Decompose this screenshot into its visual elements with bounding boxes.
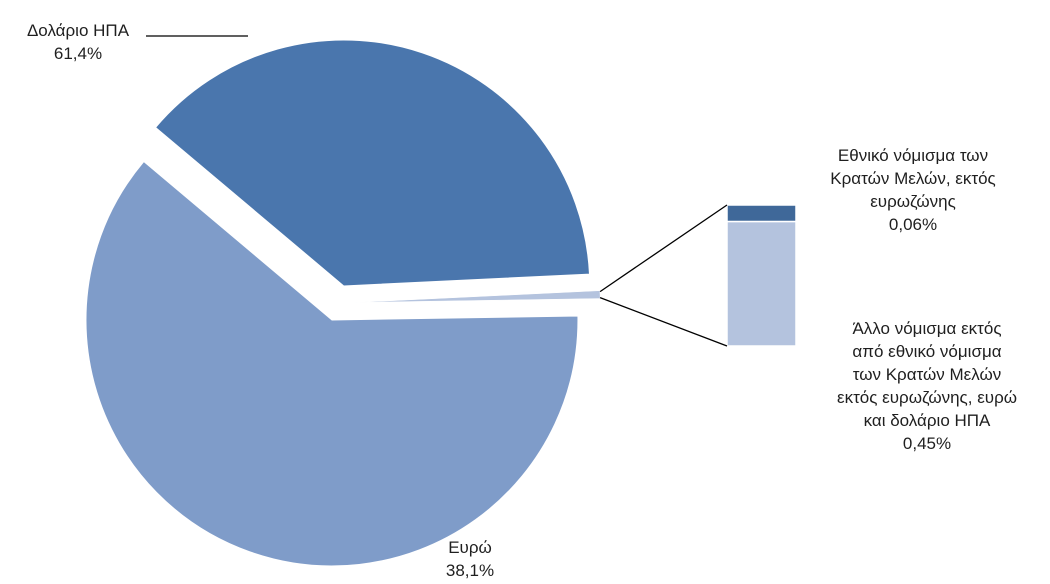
pie-slice-δολαριο-ηπα bbox=[85, 160, 579, 567]
data-label-ευρω: Ευρώ 38,1% bbox=[446, 538, 494, 580]
pie-slice-ευρω bbox=[154, 39, 591, 287]
data-label-national-currency: Εθνικό νόμισμα των Κρατών Μελών, εκτός ευρ… bbox=[830, 146, 995, 234]
bar-segment-2 bbox=[726, 220, 797, 347]
data-label-δολαριο-ηπα: Δολάριο ΗΠΑ 61,4% bbox=[27, 21, 130, 63]
pie-slice-αλλο bbox=[354, 290, 601, 303]
connector-line-top bbox=[599, 204, 728, 293]
bar-segment-1 bbox=[726, 204, 797, 223]
data-label-other-currency: Άλλο νόμισμα εκτός από εθνικό νόμισμα των … bbox=[837, 319, 1017, 453]
connector-line-bottom bbox=[599, 296, 728, 347]
